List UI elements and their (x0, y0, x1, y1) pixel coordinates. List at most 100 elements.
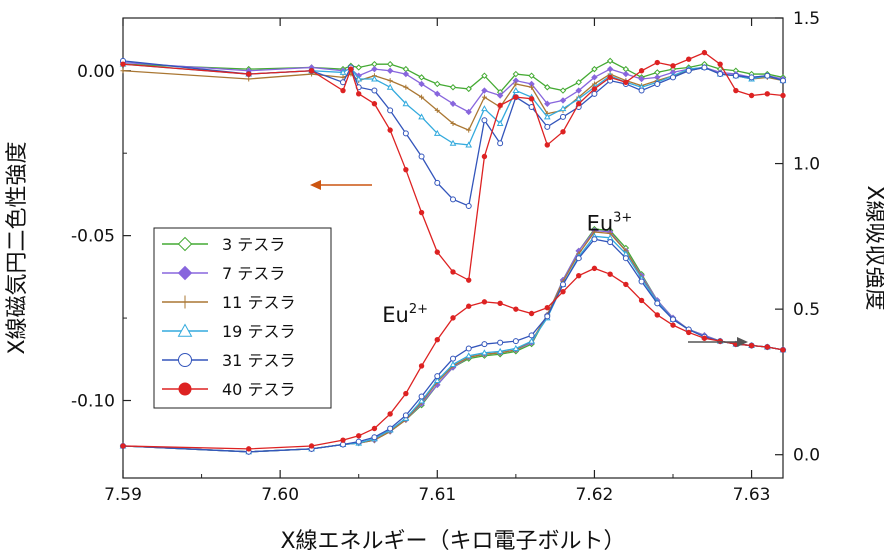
data-point (403, 84, 409, 90)
data-point (481, 349, 488, 356)
data-point (780, 347, 786, 353)
data-point (481, 105, 488, 112)
data-point (450, 315, 456, 321)
data-point (512, 344, 520, 351)
annotation-eu3: Eu3+ (587, 211, 633, 236)
data-point (575, 79, 582, 86)
data-point (638, 297, 645, 304)
data-point (434, 107, 440, 113)
xmcd-line (122, 60, 784, 207)
data-point (418, 74, 425, 81)
y-left-tick-label: 0.00 (77, 62, 115, 82)
legend-item: 40 テスラ (162, 380, 295, 399)
data-point (575, 255, 582, 262)
data-point (496, 119, 504, 127)
data-point (654, 312, 660, 318)
y-left-tick-label: -0.10 (71, 392, 115, 412)
data-point (402, 130, 409, 137)
annotation-eu2: Eu2+ (382, 302, 428, 327)
data-point (544, 142, 550, 148)
data-point (355, 438, 362, 445)
data-point (449, 84, 457, 91)
data-point (386, 83, 394, 90)
data-point (607, 74, 613, 81)
data-point (403, 390, 409, 397)
data-point (560, 129, 566, 135)
data-point (717, 71, 724, 78)
data-point (371, 425, 378, 432)
data-point (481, 153, 488, 160)
data-point (418, 363, 425, 369)
data-point (465, 352, 473, 359)
data-point (371, 75, 378, 82)
data-point (481, 87, 488, 94)
data-point (418, 209, 425, 216)
legend-label: 3 テスラ (222, 235, 285, 254)
data-point (340, 87, 346, 94)
data-point (670, 74, 676, 81)
data-point (497, 300, 503, 307)
data-point (465, 108, 472, 116)
data-point (512, 338, 519, 345)
data-point (387, 78, 393, 84)
data-point (178, 353, 192, 367)
data-point (371, 87, 378, 94)
data-point (434, 179, 441, 186)
data-point (591, 65, 598, 73)
data-point (591, 265, 598, 272)
data-point (496, 347, 504, 354)
data-point (544, 84, 551, 91)
data-point (576, 272, 582, 279)
legend-label: 31 テスラ (222, 351, 295, 370)
data-point (418, 113, 425, 120)
data-point (419, 94, 425, 100)
data-point (402, 412, 409, 419)
data-point (575, 87, 582, 94)
data-point (622, 70, 630, 78)
data-point (387, 411, 393, 417)
data-point (403, 166, 409, 173)
data-point (178, 295, 192, 309)
data-point (434, 337, 440, 343)
y-right-tick-label: 1.5 (793, 9, 820, 29)
data-point (356, 433, 362, 439)
data-point (575, 95, 583, 102)
data-point (528, 310, 535, 317)
data-point (591, 90, 598, 97)
data-point (623, 281, 629, 288)
data-point (780, 92, 786, 99)
data-point (246, 76, 252, 82)
legend-item: 7 テスラ (162, 264, 285, 283)
x-axis-title: X線エネルギー（キロ電子ボルト） (280, 529, 625, 554)
data-point (402, 70, 410, 78)
data-point (512, 70, 520, 78)
data-point (450, 355, 456, 362)
arrow-head (737, 337, 748, 347)
data-point (386, 60, 394, 68)
y-right-tick-label: 0.0 (793, 446, 820, 466)
data-point (418, 393, 425, 400)
data-point (340, 74, 346, 80)
data-point (559, 97, 567, 104)
data-point (654, 59, 660, 66)
data-point (433, 129, 441, 136)
data-point (654, 300, 661, 307)
data-point (402, 100, 410, 107)
data-point (449, 100, 457, 107)
data-point (465, 85, 472, 93)
data-point (638, 75, 645, 83)
xmcd-line (122, 66, 784, 131)
data-point (434, 373, 441, 380)
data-point (177, 323, 193, 337)
legend-item: 31 テスラ (162, 351, 295, 370)
legend-label: 11 テスラ (222, 293, 295, 312)
data-point (528, 72, 535, 79)
x-tick-label: 7.63 (733, 485, 771, 505)
data-point (434, 90, 441, 98)
data-point (544, 123, 551, 130)
x-tick-label: 7.59 (104, 485, 142, 505)
data-point (466, 277, 472, 283)
data-point (496, 92, 504, 99)
data-point (701, 64, 708, 71)
data-point (434, 80, 441, 88)
